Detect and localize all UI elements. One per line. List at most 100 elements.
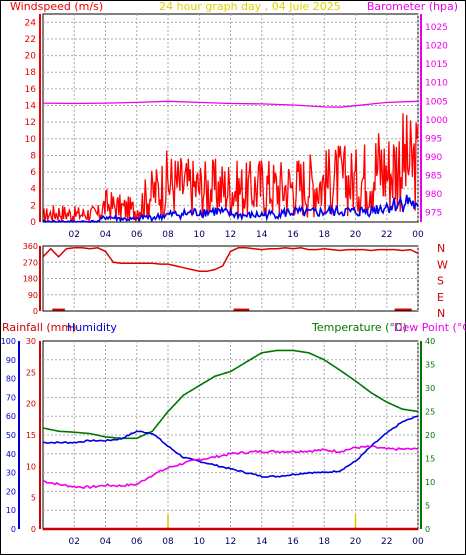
rainfall-tick-label: 5 [31,494,36,503]
dew_point-line [42,445,419,490]
windspeed-tick-label: 10 [25,135,37,145]
dew-point-axis-title: Dew Point (°C) [394,321,466,334]
temperature-tick-label: 30 [425,384,435,393]
barometer-tick-label: 985 [425,172,442,182]
temperature-line [42,349,419,440]
x-tick-label: 00 [412,230,424,240]
windspeed-axis-title: Windspeed (m/s) [10,0,103,13]
humidity-tick-label: 10 [6,506,16,515]
rainfall-tick-label: 10 [26,462,36,471]
direction-tick-label: 0 [33,307,38,316]
x-tick-label: 12 [225,537,236,547]
barometer-tick-label: 1010 [425,79,448,89]
humidity-axis-title: Humidity [67,321,117,334]
humidity-tick-label: 60 [6,412,16,421]
windspeed-tick-label: 14 [25,102,37,112]
barometer-tick-label: 980 [425,190,442,200]
rainfall-tick-label: 30 [26,337,36,346]
direction-tick-label: 180 [23,275,38,284]
humidity-line [42,415,419,478]
rainfall-tick-label: 20 [26,400,36,409]
x-tick-label: 22 [381,230,392,240]
windspeed-tick-label: 0 [30,218,36,228]
x-tick-label: 04 [100,230,112,240]
wind-direction-line [42,247,419,273]
x-tick-label: 16 [287,537,299,547]
x-tick-label: 10 [194,230,206,240]
direction-tick-label: 270 [23,258,38,267]
barometer-line [42,100,419,108]
humidity-tick-label: 30 [6,469,16,478]
x-tick-label: 12 [225,230,236,240]
temperature-humidity-panel: 02 04 06 08 10 12 14 16 18 20 22 000102030405060708… [1,337,435,547]
temperature-tick-label: 35 [425,361,435,370]
barometer-tick-label: 990 [425,153,442,163]
temperature-tick-label: 40 [425,337,435,346]
compass-label: N [437,307,445,320]
wind_avg-line [42,194,419,224]
humidity-tick-label: 0 [11,525,16,534]
humidity-tick-label: 20 [6,487,16,496]
x-tick-label: 04 [100,537,112,547]
direction-tick-label: 90 [28,291,38,300]
barometer-tick-label: 1015 [425,60,448,70]
humidity-tick-label: 70 [6,393,16,402]
x-tick-label: 08 [162,537,174,547]
windspeed-tick-label: 18 [25,68,37,78]
chart-title: 24 hour graph day , 04 Juie 2025 [159,0,341,13]
windspeed-tick-label: 2 [30,201,36,211]
compass-label: N [437,242,445,255]
x-tick-label: 10 [194,537,206,547]
wind_gust-line [42,113,419,223]
x-tick-label: 16 [287,230,299,240]
direction-tick-label: 360 [23,242,38,251]
temperature-axis-title: Temperature (°C) [311,321,407,334]
humidity-tick-label: 100 [1,337,16,346]
x-tick-label: 20 [350,230,362,240]
barometer-tick-label: 1000 [425,116,448,126]
temperature-tick-label: 0 [425,525,430,534]
x-tick-label: 14 [256,537,268,547]
humidity-tick-label: 90 [6,356,16,365]
rainfall-tick-label: 15 [26,431,36,440]
temperature-tick-label: 25 [425,408,435,417]
windspeed-tick-label: 12 [25,118,36,128]
x-tick-label: 06 [131,230,143,240]
temperature-tick-label: 10 [425,478,435,487]
windspeed-tick-label: 4 [30,185,36,195]
barometer-axis-title: Barometer (hpa) [367,0,458,13]
barometer-tick-label: 1025 [425,23,448,33]
temperature-tick-label: 5 [425,502,430,511]
compass-label: W [437,258,448,271]
humidity-tick-label: 80 [6,375,16,384]
x-tick-label: 00 [412,537,424,547]
temperature-tick-label: 15 [425,455,435,464]
windspeed-tick-label: 24 [25,18,37,28]
compass-label: S [437,275,444,288]
rainfall-tick-label: 0 [31,525,36,534]
x-tick-label: 22 [381,537,392,547]
temperature-tick-label: 20 [425,431,435,440]
rainfall-axis-title: Rainfall (mm) [2,321,76,334]
x-tick-label: 08 [162,230,174,240]
windspeed-tick-label: 6 [30,168,36,178]
barometer-tick-label: 1020 [425,42,448,52]
windspeed-tick-label: 16 [25,85,37,95]
x-tick-label: 20 [350,537,362,547]
windspeed-tick-label: 20 [25,52,37,62]
x-tick-label: 02 [69,537,80,547]
barometer-tick-label: 1005 [425,97,448,107]
windspeed-tick-label: 22 [25,35,36,45]
wind-barometer-panel: 02 04 06 08 10 12 14 16 18 20 22 000246810121416182… [25,13,448,240]
x-tick-label: 18 [319,537,331,547]
barometer-tick-label: 995 [425,134,442,144]
rainfall-tick-label: 25 [26,368,36,377]
humidity-tick-label: 50 [6,431,16,440]
windspeed-tick-label: 8 [30,151,36,161]
barometer-tick-label: 975 [425,209,442,219]
x-tick-label: 02 [69,230,80,240]
x-tick-label: 14 [256,230,268,240]
x-tick-label: 06 [131,537,143,547]
